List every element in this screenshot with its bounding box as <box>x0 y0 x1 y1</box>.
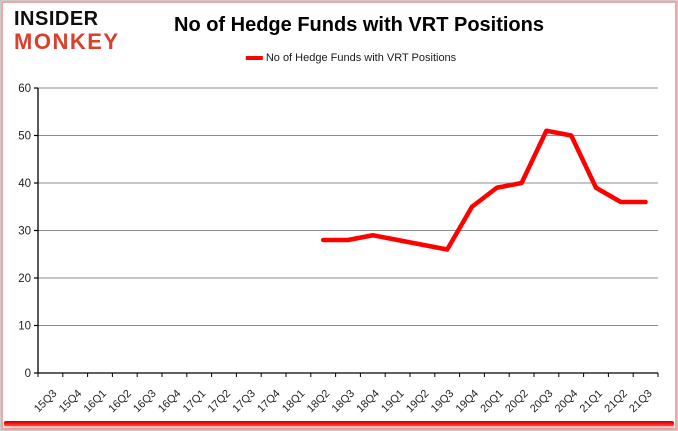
y-tick-label: 50 <box>18 131 31 143</box>
x-tick-label: 15Q3 <box>32 388 60 416</box>
x-tick-label: 20Q1 <box>478 388 506 416</box>
x-tick-label: 19Q2 <box>404 388 432 416</box>
x-tick-label: 20Q2 <box>503 388 531 416</box>
series-line <box>320 128 648 252</box>
x-tick-label: 18Q1 <box>280 388 308 416</box>
y-tick-label: 0 <box>25 368 31 380</box>
x-tick-label: 16Q2 <box>106 388 134 416</box>
logo-text-monkey: MONKEY <box>14 29 120 54</box>
x-tick-label: 17Q4 <box>255 388 283 416</box>
x-tick-label: 16Q3 <box>131 388 159 416</box>
x-tick-label: 21Q3 <box>627 388 655 416</box>
y-tick-label: 40 <box>18 178 31 190</box>
legend-line-marker <box>245 56 263 60</box>
chart-title: No of Hedge Funds with VRT Positions <box>174 14 544 36</box>
x-tick-label: 18Q3 <box>330 388 358 416</box>
legend-label: No of Hedge Funds with VRT Positions <box>265 52 457 64</box>
x-tick-label: 17Q2 <box>206 388 234 416</box>
y-tick-label: 20 <box>18 273 31 285</box>
y-tick-label: 30 <box>18 226 31 238</box>
x-tick-label: 17Q3 <box>230 388 258 416</box>
x-tick-label: 20Q4 <box>553 388 581 416</box>
x-tick-label: 19Q4 <box>454 388 482 416</box>
y-tick-label: 60 <box>18 83 31 95</box>
logo-text-insider: INSIDER <box>14 8 99 30</box>
y-tick-label: 10 <box>18 321 31 333</box>
chart-legend: No of Hedge Funds with VRT Positions <box>245 52 457 64</box>
x-tick-label: 17Q1 <box>181 388 209 416</box>
x-tick-label: 15Q4 <box>57 388 85 416</box>
x-tick-label: 21Q2 <box>602 388 630 416</box>
x-tick-label: 18Q4 <box>354 388 382 416</box>
bottom-red-bar <box>4 421 674 426</box>
x-tick-label: 18Q2 <box>305 388 333 416</box>
x-tick-label: 16Q1 <box>82 388 110 416</box>
x-tick-label: 19Q1 <box>379 388 407 416</box>
insider-monkey-logo: INSIDER MONKEY <box>14 9 120 53</box>
x-tick-label: 16Q4 <box>156 388 184 416</box>
x-tick-label: 19Q3 <box>429 388 457 416</box>
x-tick-label: 21Q1 <box>578 388 606 416</box>
x-tick-label: 20Q3 <box>528 388 556 416</box>
